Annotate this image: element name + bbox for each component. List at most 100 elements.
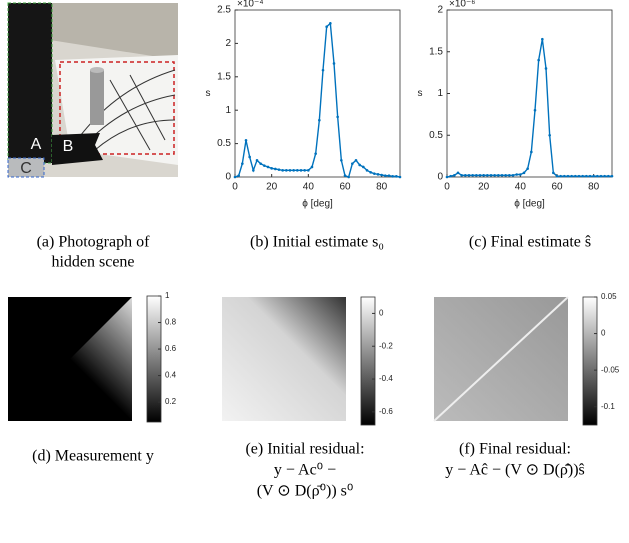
point	[599, 174, 603, 178]
point	[592, 174, 595, 178]
colorbar-tick-label: 0.6	[165, 344, 177, 353]
point	[395, 175, 398, 178]
colorbar-tick-label: -0.05	[601, 365, 620, 374]
point	[233, 175, 237, 179]
colorbar-tick-label: -0.6	[379, 407, 393, 416]
line	[446, 39, 612, 178]
point	[570, 174, 573, 178]
point	[500, 174, 504, 177]
point	[515, 173, 518, 176]
y-axis-label: s	[206, 88, 211, 99]
point	[292, 169, 295, 172]
point	[237, 174, 240, 177]
point	[369, 171, 372, 174]
colorbar	[146, 295, 162, 423]
point	[263, 164, 266, 167]
x-tick-label: 60	[551, 182, 563, 193]
caption: (V ⊙ D(ρ̄⁰)) s⁰	[257, 483, 354, 500]
point	[376, 173, 380, 176]
caption: (b) Initial estimate s₀	[250, 234, 384, 251]
point	[296, 169, 299, 172]
point	[544, 67, 548, 70]
point	[299, 169, 303, 172]
x-tick-label: 20	[266, 182, 278, 193]
point	[603, 174, 606, 178]
point	[541, 37, 544, 41]
point	[453, 174, 456, 177]
point	[380, 173, 383, 177]
plot-frame	[446, 9, 613, 178]
caption: (d) Measurement y	[32, 448, 154, 465]
point	[285, 169, 288, 172]
point	[321, 68, 325, 72]
point	[270, 167, 273, 170]
y-tick-label: 0	[437, 172, 443, 183]
point	[596, 174, 599, 178]
point	[489, 174, 493, 177]
colorbar-tick-label: 0	[379, 309, 384, 318]
colorbar-tick-label: -0.4	[379, 374, 393, 383]
point	[482, 174, 485, 177]
x-tick-label: 40	[303, 182, 315, 193]
point	[460, 174, 463, 177]
point	[351, 162, 354, 165]
point	[391, 175, 394, 178]
point	[530, 150, 533, 154]
point	[471, 174, 474, 177]
caption: y − Ac⁰ −	[274, 462, 336, 479]
point	[314, 152, 317, 155]
point	[347, 175, 350, 179]
y-tick-label: 1	[437, 88, 443, 99]
point	[241, 162, 244, 165]
point	[266, 165, 270, 169]
photo-label: B	[63, 138, 74, 155]
point	[281, 169, 284, 172]
colorbar-tick-label: 0	[601, 329, 606, 338]
photo: A B C	[7, 2, 178, 178]
point	[445, 175, 449, 179]
x-tick-label: 0	[444, 182, 450, 193]
caption: (c) Final estimate ŝ	[469, 234, 591, 251]
y-tick-label: 1	[225, 105, 231, 116]
point	[274, 167, 277, 171]
x-tick-label: 60	[339, 182, 351, 193]
point	[555, 174, 559, 178]
y-tick-label: 2.5	[217, 5, 231, 16]
x-axis-label: ϕ [deg]	[514, 199, 545, 210]
colorbar-tick-label: 0.2	[165, 397, 177, 406]
colorbar	[360, 296, 376, 426]
point	[365, 169, 369, 172]
point	[387, 174, 391, 177]
y-exponent: ×10⁻⁶	[449, 0, 475, 10]
line	[234, 21, 401, 178]
x-axis-label: ϕ [deg]	[302, 199, 333, 210]
caption: (e) Initial residual:	[245, 441, 364, 458]
y-exponent: ×10⁻⁴	[237, 0, 264, 10]
point	[449, 174, 452, 178]
point	[559, 174, 562, 178]
caption: (f) Final residual:	[459, 441, 571, 458]
y-tick-label: 0	[225, 172, 231, 183]
point	[581, 174, 584, 178]
y-tick-label: 0.5	[429, 130, 443, 141]
point	[526, 167, 529, 170]
point	[373, 172, 376, 175]
caption: y − Aĉ − (V ⊙ D(ρ̄̂))ŝ	[445, 462, 585, 479]
colorbar	[582, 296, 598, 426]
point	[504, 174, 507, 177]
point	[607, 174, 610, 178]
caption: (a) Photograph of	[37, 234, 151, 251]
photo-label: C	[20, 160, 32, 177]
y-tick-label: 0.5	[217, 138, 231, 149]
plot-frame	[234, 9, 401, 178]
point	[574, 174, 577, 178]
point	[610, 174, 614, 178]
point	[548, 133, 551, 137]
y-tick-label: 2	[437, 5, 443, 16]
y-axis-label: s	[418, 88, 423, 99]
caption: hidden scene	[51, 254, 134, 271]
point	[325, 25, 328, 29]
colorbar-tick-label: 0.8	[165, 318, 177, 327]
y-tick-label: 2	[225, 38, 231, 49]
